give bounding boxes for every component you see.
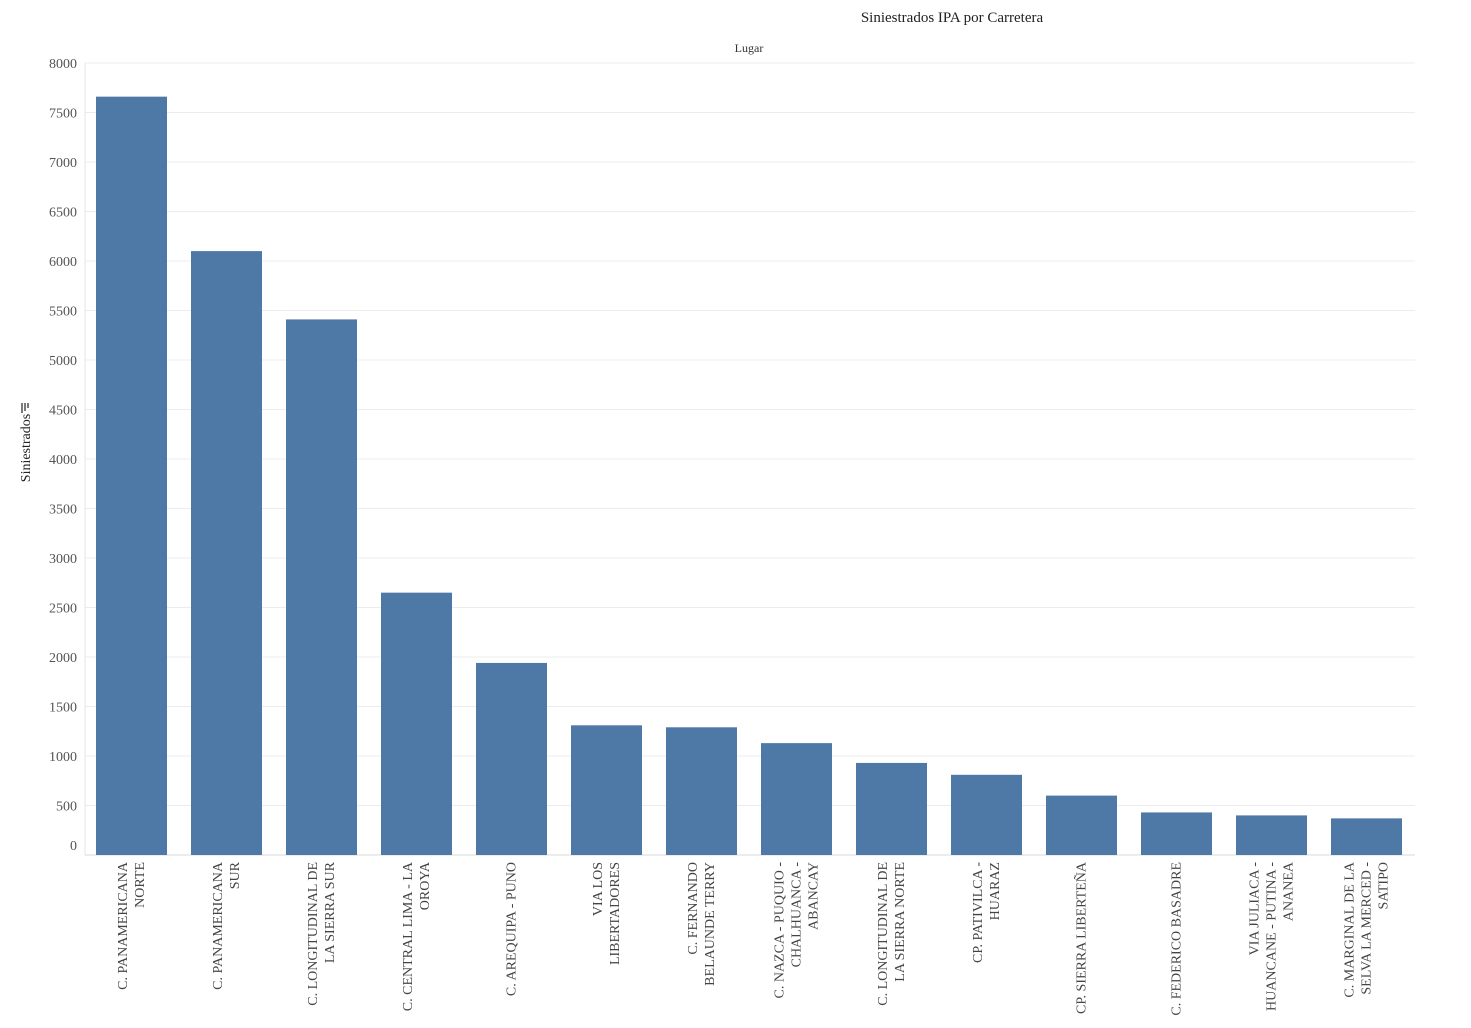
y-tick-label: 8000	[49, 57, 77, 72]
bar[interactable]	[1141, 812, 1212, 855]
y-axis-title: Siniestrados	[19, 414, 34, 482]
y-tick-label: 4500	[49, 404, 77, 419]
x-tick-label-line: HUANCANE - PUTINA -	[1265, 862, 1280, 1011]
x-tick-label-line: C. NAZCA - PUQUIO -	[773, 862, 788, 999]
x-tick-label: VIA JULIACA - HUANCANE - PUTINA - ANANEA	[1248, 861, 1297, 1011]
x-tick-label-line: CP. PATIVILCA -	[971, 862, 986, 963]
y-tick-label: 500	[56, 800, 77, 815]
x-tick-label-line: C. MARGINAL DE LA	[1343, 861, 1358, 997]
x-tick-label-line: OROYA	[418, 861, 433, 910]
bars	[96, 96, 1402, 856]
x-tick-label-line: CP. SIERRA LIBERTEÑA	[1074, 861, 1090, 1014]
x-tick-label: CP. SIERRA LIBERTEÑA	[1074, 861, 1090, 1014]
y-tick-label: 3500	[49, 503, 77, 518]
x-tick-label-line: ANANEA	[1282, 861, 1297, 921]
gridlines	[84, 62, 1415, 856]
x-tick-label: C. AREQUIPA - PUNO	[505, 862, 520, 996]
bar[interactable]	[1331, 818, 1402, 855]
x-tick-label: C. MARGINAL DE LA SELVA LA MERCED - SATIPO	[1343, 861, 1392, 997]
x-tick-label-line: C. LONGITUDINAL DE	[306, 862, 321, 1006]
y-tick-label: 0	[70, 839, 77, 854]
x-tick-label-line: SELVA LA MERCED -	[1360, 862, 1375, 995]
x-tick-label: CP. PATIVILCA - HUARAZ	[971, 862, 1003, 963]
bar[interactable]	[951, 774, 1022, 855]
x-tick-label-line: BELAUNDE TERRY	[703, 862, 718, 986]
bar[interactable]	[571, 725, 642, 855]
y-tick-label: 5000	[49, 354, 77, 369]
y-axis-ticks: 0 500 1000 1500 2000 2500 3000 3500 4000 4500 5000…	[49, 57, 77, 854]
x-tick-label-line: LA SIERRA NORTE	[893, 862, 908, 982]
bar[interactable]	[476, 662, 547, 855]
x-tick-label-line: C. LONGITUDINAL DE	[876, 862, 891, 1006]
y-tick-label: 5500	[49, 305, 77, 320]
x-tick-label-line: C. FEDERICO BASADRE	[1170, 862, 1185, 1016]
y-tick-label: 3000	[49, 552, 77, 567]
x-tick-label-line: VIA JULIACA -	[1248, 862, 1263, 956]
x-tick-label: C. PANAMERICANA SUR	[211, 861, 243, 990]
x-tick-label: C. LONGITUDINAL DE LA SIERRA SUR	[306, 861, 338, 1005]
x-tick-label-line: SUR	[228, 861, 243, 889]
x-tick-label-line: LA SIERRA SUR	[323, 861, 338, 963]
column-header: Lugar	[735, 41, 764, 55]
y-tick-label: 4000	[49, 453, 77, 468]
x-tick-label: C. CENTRAL LIMA - LA OROYA	[401, 861, 433, 1011]
x-axis-labels: C. PANAMERICANA NORTE C. PANAMERICANA SUR C.…	[116, 861, 1392, 1016]
y-tick-label: 2500	[49, 602, 77, 617]
x-tick-label-line: C. FERNANDO	[686, 862, 701, 955]
x-tick-label-line: ABANCAY	[807, 862, 822, 930]
bar[interactable]	[1236, 815, 1307, 855]
y-tick-label: 1500	[49, 701, 77, 716]
x-tick-label: VIA LOS LIBERTADORES	[591, 862, 623, 965]
x-tick-label-line: C. PANAMERICANA	[116, 861, 131, 990]
y-tick-label: 1000	[49, 750, 77, 765]
x-tick-label-line: C. PANAMERICANA	[211, 861, 226, 990]
x-tick-label-line: LIBERTADORES	[608, 862, 623, 965]
y-tick-label: 6500	[49, 206, 77, 221]
y-tick-label: 7500	[49, 107, 77, 122]
bar[interactable]	[761, 743, 832, 855]
x-tick-label-line: VIA LOS	[591, 862, 606, 916]
x-tick-label: C. PANAMERICANA NORTE	[116, 861, 148, 990]
x-tick-label-line: C. CENTRAL LIMA - LA	[401, 861, 416, 1011]
x-tick-label: C. NAZCA - PUQUIO - CHALHUANCA - ABANCAY	[773, 862, 822, 999]
bar[interactable]	[96, 96, 167, 855]
y-tick-label: 2000	[49, 651, 77, 666]
bar[interactable]	[191, 251, 262, 856]
chart-title: Siniestrados IPA por Carretera	[860, 10, 1044, 26]
x-tick-label-line: C. AREQUIPA - PUNO	[505, 862, 520, 996]
x-tick-label-line: NORTE	[133, 862, 148, 908]
x-tick-label-line: SATIPO	[1377, 862, 1392, 909]
bar[interactable]	[666, 727, 737, 855]
x-tick-label-line: CHALHUANCA -	[790, 862, 805, 968]
x-tick-label: C. FEDERICO BASADRE	[1170, 862, 1185, 1016]
x-tick-label: C. LONGITUDINAL DE LA SIERRA NORTE	[876, 862, 908, 1006]
bar[interactable]	[286, 319, 357, 855]
x-tick-label: C. FERNANDO BELAUNDE TERRY	[686, 862, 718, 986]
x-tick-label-line: HUARAZ	[988, 862, 1003, 920]
bar[interactable]	[381, 592, 452, 855]
y-axis-title-group: Siniestrados	[19, 414, 34, 482]
y-tick-label: 7000	[49, 156, 77, 171]
bar[interactable]	[856, 762, 927, 855]
y-tick-label: 6000	[49, 255, 77, 270]
bar[interactable]	[1046, 795, 1117, 855]
sort-descending-icon[interactable]	[21, 403, 29, 413]
